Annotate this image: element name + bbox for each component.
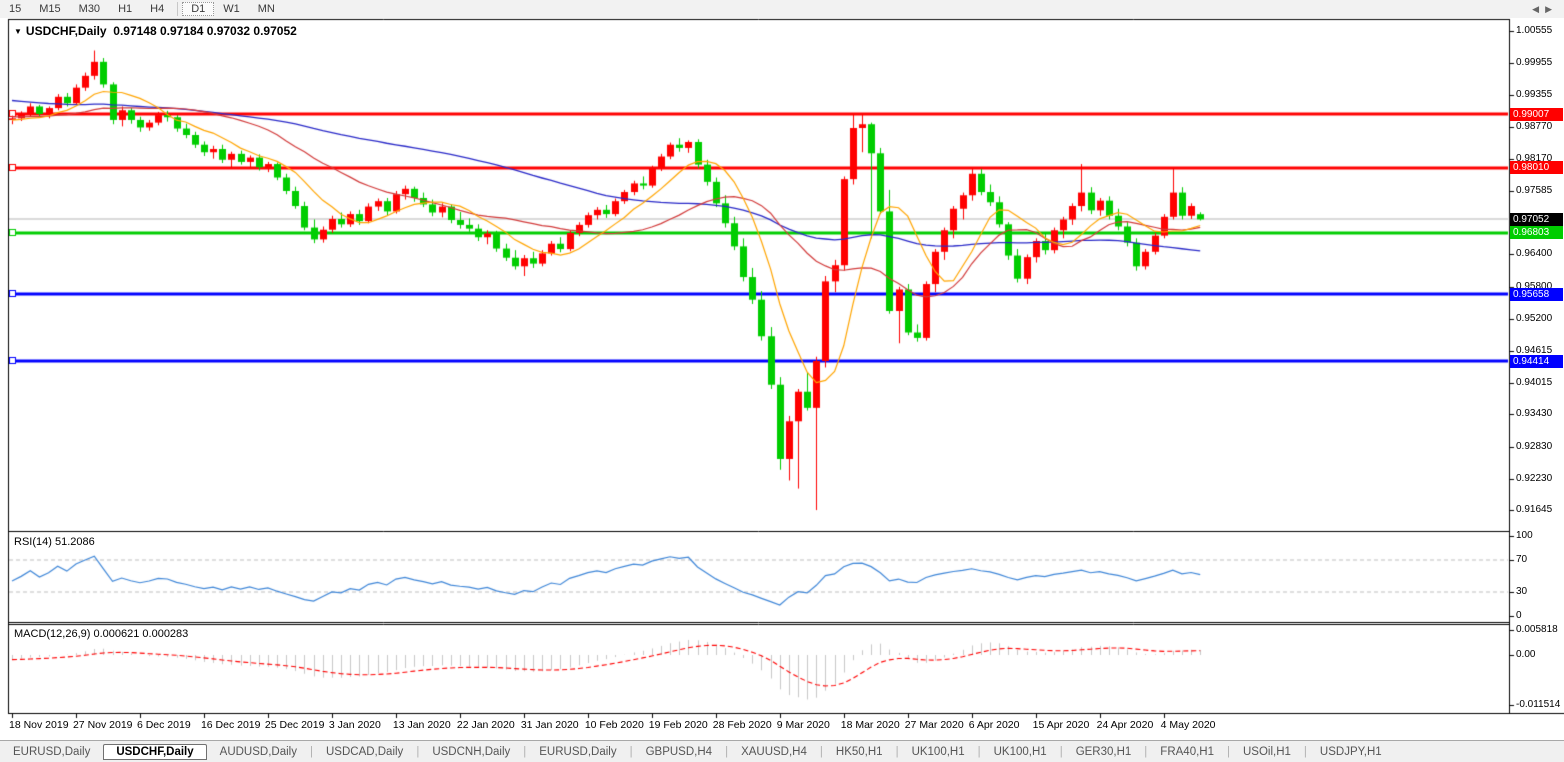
y-axis-label: 0.95800 xyxy=(1516,280,1553,292)
price-line-tag: 0.94414 xyxy=(1510,354,1563,368)
y-axis-label: 0.94015 xyxy=(1516,376,1553,388)
macd-axis-label: 0.005818 xyxy=(1516,623,1558,635)
chart-title: ▼ USDCHF,Daily 0.97148 0.97184 0.97032 0.… xyxy=(14,24,297,38)
rsi-axis-label: 30 xyxy=(1516,586,1528,597)
rsi-axis-label: 70 xyxy=(1516,554,1528,565)
chart-tab-bar: EURUSD,Daily USDCHF,Daily AUDUSD,Daily | USD… xyxy=(0,740,1564,762)
macd-indicator-label: MACD(12,26,9) 0.000621 0.000283 xyxy=(14,628,189,640)
x-axis-label: 18 Nov 2019 xyxy=(9,719,69,731)
x-axis-label: 25 Dec 2019 xyxy=(264,719,325,731)
x-axis-label: 22 Jan 2020 xyxy=(456,719,515,731)
price-line-tag: 0.99007 xyxy=(1510,107,1563,121)
tab-divider: | xyxy=(819,746,823,758)
tab-scroll-right-icon[interactable]: ▶ xyxy=(1545,4,1558,14)
y-axis-label: 0.93430 xyxy=(1516,408,1553,420)
y-axis-label: 0.99355 xyxy=(1516,89,1553,101)
timeframe-button-m30[interactable]: M30 xyxy=(78,3,101,15)
rsi-indicator-label: RSI(14) 51.2086 xyxy=(14,536,95,548)
x-axis-label: 9 Mar 2020 xyxy=(776,719,830,731)
x-axis-label: 6 Dec 2019 xyxy=(136,719,191,731)
x-axis-label: 18 Mar 2020 xyxy=(840,719,900,731)
tab-divider: | xyxy=(1226,746,1230,758)
tab-fra40-h1[interactable]: FRA40,H1 xyxy=(1160,746,1214,758)
y-axis-label: 0.99955 xyxy=(1516,57,1553,69)
tab-hk50-h1[interactable]: HK50,H1 xyxy=(835,746,883,758)
timeframe-button-mn[interactable]: MN xyxy=(257,3,275,15)
tab-divider: | xyxy=(895,746,899,758)
tab-eurusd-daily-2[interactable]: EURUSD,Daily xyxy=(539,746,617,758)
price-line-tag: 0.95658 xyxy=(1510,287,1563,301)
timeframe-toolbar: 15 M15 M30 H1 H4 D1 W1 MN xyxy=(0,0,1564,18)
timeframe-button-m15[interactable]: M15 xyxy=(39,3,61,15)
tab-divider: | xyxy=(523,746,527,758)
x-axis-label: 27 Nov 2019 xyxy=(72,719,133,731)
tab-audusd-daily[interactable]: AUDUSD,Daily xyxy=(219,746,297,758)
timeframe-button-d1[interactable]: D1 xyxy=(182,2,215,16)
tab-uk100-h1-2[interactable]: UK100,H1 xyxy=(993,746,1047,758)
timeframe-button-15[interactable]: 15 xyxy=(9,3,22,15)
current-price-tag: 0.97052 xyxy=(1510,212,1563,226)
y-axis-label: 0.95200 xyxy=(1516,313,1553,325)
tab-usdjpy-h1[interactable]: USDJPY,H1 xyxy=(1319,746,1382,758)
tab-uk100-h1[interactable]: UK100,H1 xyxy=(911,746,965,758)
tab-eurusd-daily[interactable]: EURUSD,Daily xyxy=(13,746,91,758)
y-axis-label: 0.97585 xyxy=(1516,184,1553,196)
rsi-axis-label: 0 xyxy=(1516,610,1522,621)
timeframe-button-h1[interactable]: H1 xyxy=(118,3,133,15)
tab-xauusd-h4[interactable]: XAUUSD,H4 xyxy=(741,746,807,758)
macd-axis-label: -0.011514 xyxy=(1516,698,1561,710)
x-axis-label: 4 May 2020 xyxy=(1160,719,1216,731)
macd-axis-label: 0.00 xyxy=(1516,649,1536,660)
y-axis-label: 0.98770 xyxy=(1516,120,1553,132)
tab-scroll-left-icon[interactable]: ◀ xyxy=(1532,4,1546,14)
tab-gbpusd-h4[interactable]: GBPUSD,H4 xyxy=(645,746,713,758)
tab-usdcnh-daily[interactable]: USDCNH,Daily xyxy=(432,746,511,758)
tab-usdcad-daily[interactable]: USDCAD,Daily xyxy=(325,746,404,758)
x-axis-label: 15 Apr 2020 xyxy=(1032,719,1090,731)
tab-divider: | xyxy=(725,746,729,758)
tab-divider: | xyxy=(977,746,981,758)
timeframe-button-h4[interactable]: H4 xyxy=(150,3,165,15)
chart-symbol-period: USDCHF,Daily xyxy=(25,24,107,38)
y-axis-label: 0.92230 xyxy=(1516,472,1553,484)
x-axis-label: 24 Apr 2020 xyxy=(1096,719,1154,731)
rsi-axis-label: 100 xyxy=(1516,530,1533,541)
tab-divider: | xyxy=(309,746,313,758)
y-axis-label: 0.91645 xyxy=(1516,504,1553,516)
tab-scroll-arrows[interactable]: ◀▶ xyxy=(1532,4,1558,15)
collapse-triangle-icon[interactable]: ▼ xyxy=(14,27,22,36)
tab-usdchf-daily[interactable]: USDCHF,Daily xyxy=(103,744,207,760)
tab-divider: | xyxy=(416,746,420,758)
x-axis-label: 10 Feb 2020 xyxy=(584,719,644,731)
y-axis-label: 1.00555 xyxy=(1516,24,1553,36)
chart-ohlc-values: 0.97148 0.97184 0.97032 0.97052 xyxy=(113,24,297,38)
x-axis-label: 28 Feb 2020 xyxy=(712,719,772,731)
y-axis-label: 0.92830 xyxy=(1516,440,1553,452)
x-axis-label: 13 Jan 2020 xyxy=(392,719,451,731)
tab-divider: | xyxy=(1303,746,1307,758)
tab-ger30-h1[interactable]: GER30,H1 xyxy=(1075,746,1132,758)
x-axis-label: 27 Mar 2020 xyxy=(904,719,964,731)
y-axis-label: 0.94615 xyxy=(1516,344,1553,356)
x-axis-label: 31 Jan 2020 xyxy=(520,719,579,731)
x-axis-label: 6 Apr 2020 xyxy=(968,719,1020,731)
price-line-tag: 0.96803 xyxy=(1510,226,1563,240)
x-axis-label: 16 Dec 2019 xyxy=(200,719,261,731)
x-axis-label: 19 Feb 2020 xyxy=(648,719,708,731)
x-axis-label: 3 Jan 2020 xyxy=(328,719,381,731)
tab-divider: | xyxy=(629,746,633,758)
toolbar-separator xyxy=(177,2,179,16)
tab-usoil-h1[interactable]: USOil,H1 xyxy=(1242,746,1291,758)
tab-divider: | xyxy=(1144,746,1148,758)
y-axis-label: 0.96400 xyxy=(1516,248,1553,260)
tab-divider: | xyxy=(1059,746,1063,758)
y-axis-label: 0.98170 xyxy=(1516,153,1553,165)
price-line-tag: 0.98010 xyxy=(1510,161,1563,175)
timeframe-button-w1[interactable]: W1 xyxy=(223,3,240,15)
